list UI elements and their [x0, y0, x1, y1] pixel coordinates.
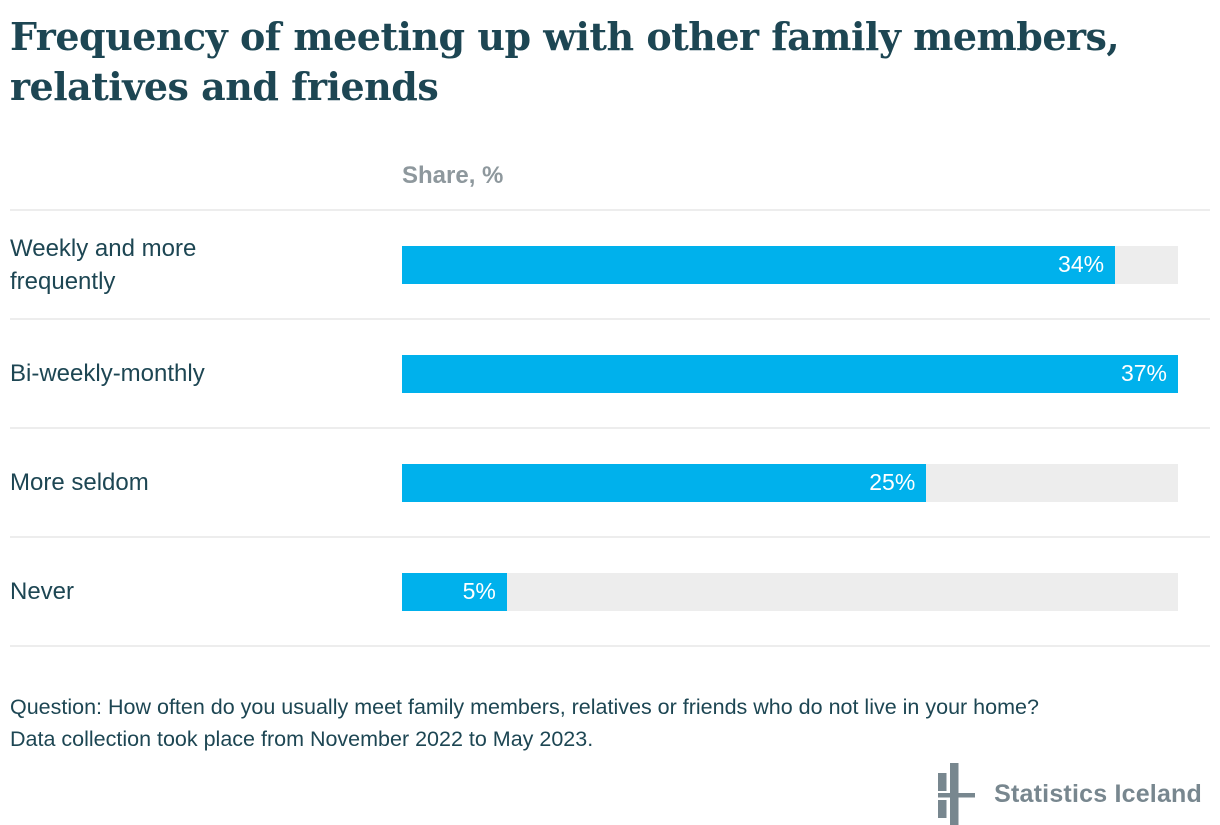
category-label: Bi-weekly-monthly: [10, 360, 205, 387]
brand-name: Statistics Iceland: [994, 779, 1202, 808]
bar-value-label: 34%: [1058, 251, 1105, 277]
bar-value-label: 37%: [1120, 360, 1167, 386]
footer-notes: Question: How often do you usually meet …: [10, 691, 1170, 755]
category-label: Never: [10, 578, 75, 605]
statistics-iceland-logo-icon: [938, 763, 976, 825]
bar-row: More seldom 25%: [10, 429, 1210, 538]
bar-cell: 25%: [402, 463, 1210, 502]
bar: 34%: [402, 245, 1116, 284]
category-label-cell: Weekly and more frequently: [10, 232, 402, 298]
category-label: More seldom: [10, 469, 149, 496]
brand-area: Statistics Iceland: [10, 763, 1202, 825]
question-note: Question: How often do you usually meet …: [10, 695, 1039, 719]
bar-track: 37%: [402, 354, 1178, 393]
bar-value-label: 5%: [462, 578, 496, 604]
bar: 5%: [402, 572, 507, 611]
chart-page: Frequency of meeting up with other famil…: [0, 12, 1220, 825]
category-label-cell: Never: [10, 575, 402, 608]
bar-track: 25%: [402, 463, 1178, 502]
bar: 37%: [402, 354, 1178, 393]
bar-row: Weekly and more frequently 34%: [10, 211, 1210, 320]
bar-track: 5%: [402, 572, 1178, 611]
bar-value-label: 25%: [869, 469, 916, 495]
bar-cell: 37%: [402, 354, 1210, 393]
bar-track: 34%: [402, 245, 1178, 284]
data-collection-note: Data collection took place from November…: [10, 727, 594, 751]
bar-rows: Weekly and more frequently 34% Bi-weekly…: [10, 209, 1210, 647]
value-column-header: Share, %: [402, 162, 504, 189]
bar-row: Bi-weekly-monthly 37%: [10, 320, 1210, 429]
bar: 25%: [402, 463, 927, 502]
bar-cell: 34%: [402, 245, 1210, 284]
category-label-cell: Bi-weekly-monthly: [10, 357, 402, 390]
category-label: Weekly and more frequently: [10, 234, 197, 295]
bar-row: Never 5%: [10, 538, 1210, 647]
category-label-cell: More seldom: [10, 466, 402, 499]
chart-title: Frequency of meeting up with other famil…: [10, 14, 1120, 109]
bar-cell: 5%: [402, 572, 1210, 611]
